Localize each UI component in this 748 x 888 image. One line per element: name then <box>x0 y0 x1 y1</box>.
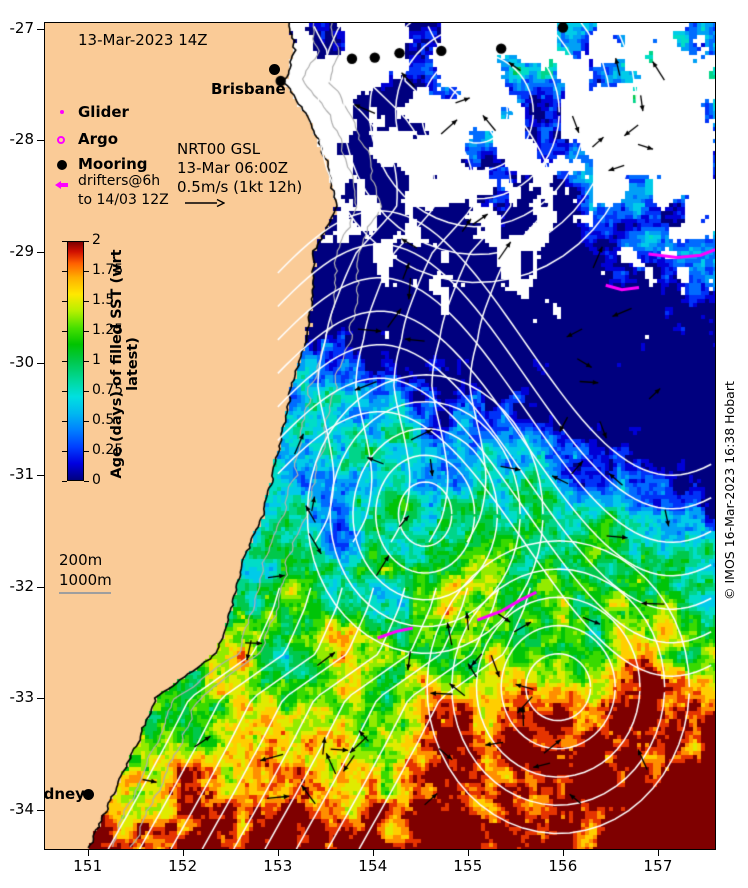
x-tick-label: 153 <box>263 857 293 875</box>
velocity-key-block: NRT00 GSL 13-Mar 06:00Z 0.5m/s (1kt 12h) <box>177 140 302 197</box>
colorbar-tick-mark <box>62 421 67 422</box>
mooring-marker <box>57 160 67 170</box>
y-tick-label: -33 <box>9 688 35 707</box>
bathymetry-label-200m: 200m <box>59 551 103 569</box>
colorbar-tick-mark <box>62 301 67 302</box>
colorbar-tick-mark <box>84 361 89 362</box>
x-tick-mark <box>467 850 469 856</box>
x-tick-label: 151 <box>73 857 103 875</box>
colorbar-tick-mark <box>62 331 67 332</box>
colorbar-tick-mark <box>84 451 89 452</box>
bathymetry-key-block: 200m 1000m <box>59 550 112 590</box>
colorbar-tick-label: 1.75 <box>92 262 124 278</box>
city-label-brisbane: Brisbane <box>211 80 286 98</box>
colorbar-tick-mark <box>62 241 67 242</box>
colorbar-tick-mark <box>62 271 67 272</box>
colorbar-tick-mark <box>62 391 67 392</box>
x-tick-label: 157 <box>643 857 673 875</box>
date-stamp: 13-Mar-2023 14Z <box>78 31 208 49</box>
colorbar-tick-mark <box>84 241 89 242</box>
y-tick-label: -32 <box>9 576 35 595</box>
y-tick-label: -31 <box>9 465 35 484</box>
colorbar-tick-label: 1.25 <box>92 322 124 338</box>
colorbar-tick-mark <box>84 331 89 332</box>
y-tick-label: -34 <box>9 799 35 818</box>
x-tick-mark <box>277 850 279 856</box>
colorbar-tick-mark <box>62 481 67 482</box>
city-marker-sydney <box>83 789 94 800</box>
colorbar-tick-mark <box>84 391 89 392</box>
colorbar-tick-mark <box>84 421 89 422</box>
velocity-key-arrow-icon <box>185 198 225 208</box>
bathymetry-key-rule <box>59 592 111 594</box>
colorbar[interactable]: 2 1.75 1.5 1.25 1 0.75 0.5 0.25 0 <box>62 232 123 488</box>
colorbar-tick-label: 1 <box>92 352 101 368</box>
legend-drifter-line1: drifters@6h <box>78 173 161 189</box>
x-tick-label: 152 <box>168 857 198 875</box>
y-tick-label: -27 <box>9 18 35 37</box>
x-tick-label: 156 <box>548 857 578 875</box>
legend-drifter-line2: to 14/03 12Z <box>78 192 169 208</box>
y-tick-label: -30 <box>9 353 35 372</box>
y-tick-mark <box>37 586 44 588</box>
x-tick-label: 154 <box>358 857 388 875</box>
y-tick-label: -28 <box>9 130 35 149</box>
legend-label-argo: Argo <box>78 130 119 148</box>
colorbar-tick-mark <box>84 481 89 482</box>
y-tick-mark <box>37 698 44 700</box>
x-tick-mark <box>562 850 564 856</box>
glider-marker <box>60 110 64 114</box>
colorbar-tick-label: 2 <box>92 232 101 248</box>
colorbar-tick-mark <box>84 271 89 272</box>
argo-marker <box>57 136 65 144</box>
y-tick-label: -29 <box>9 241 35 260</box>
y-tick-mark <box>37 363 44 365</box>
velocity-key-line3: 0.5m/s (1kt 12h) <box>177 178 303 196</box>
colorbar-gradient <box>67 241 84 481</box>
colorbar-title: Age (days) of filled SST (wrt latest) <box>109 249 141 479</box>
colorbar-tick-mark <box>62 361 67 362</box>
x-tick-mark <box>87 850 89 856</box>
y-tick-mark <box>37 475 44 477</box>
y-tick-mark <box>37 140 44 142</box>
colorbar-tick-mark <box>84 301 89 302</box>
colorbar-tick-mark <box>62 451 67 452</box>
x-tick-mark <box>182 850 184 856</box>
colorbar-tick-label: 0.75 <box>92 382 124 398</box>
sst-age-heatmap-canvas <box>45 23 715 849</box>
velocity-key-line1: NRT00 GSL <box>177 140 261 158</box>
city-label-sydney: Sydney <box>44 785 85 803</box>
y-tick-mark <box>37 251 44 253</box>
bathymetry-label-1000m: 1000m <box>59 571 112 589</box>
colorbar-tick-label: 0.25 <box>92 442 124 458</box>
y-tick-mark <box>37 809 44 811</box>
legend-label-glider: Glider <box>78 103 129 121</box>
x-tick-label: 155 <box>453 857 483 875</box>
y-tick-mark <box>37 28 44 30</box>
city-marker-brisbane <box>269 64 280 75</box>
legend-label-mooring: Mooring <box>78 155 148 173</box>
credit-text: © IMOS 16-Mar-2023 16:38 Hobart <box>722 381 737 600</box>
drifter-marker <box>55 181 68 189</box>
colorbar-tick-label: 0 <box>92 472 101 488</box>
colorbar-tick-label: 0.5 <box>92 412 115 428</box>
colorbar-tick-label: 1.5 <box>92 292 115 308</box>
velocity-key-line2: 13-Mar 06:00Z <box>177 159 289 177</box>
x-tick-mark <box>657 850 659 856</box>
x-tick-mark <box>372 850 374 856</box>
map-plot-area[interactable]: 13-Mar-2023 14Z Brisbane Sydney Glider A… <box>44 22 716 850</box>
